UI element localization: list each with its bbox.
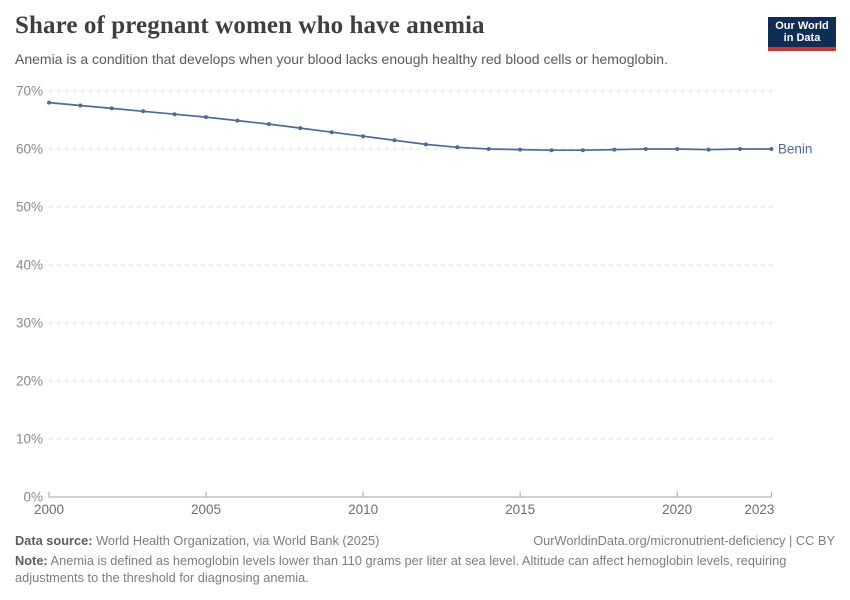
data-source-text: World Health Organization, via World Ban… [92, 533, 380, 548]
data-point [235, 118, 240, 123]
data-point [643, 147, 648, 151]
data-point [47, 100, 51, 105]
data-point [738, 147, 742, 151]
data-point [518, 147, 523, 152]
data-point [78, 103, 83, 108]
y-axis-tick-label: 70% [16, 84, 43, 99]
data-point [392, 138, 397, 143]
x-axis-tick-label: 2010 [348, 502, 378, 517]
series-end-label: Benin [778, 142, 813, 157]
x-axis-tick-label: 2000 [34, 502, 64, 517]
data-point [612, 147, 617, 152]
chart-footer: Data source: World Health Organization, … [15, 533, 835, 587]
data-line [48, 101, 773, 152]
owid-logo: Our World in Data [768, 17, 836, 51]
data-point [329, 130, 334, 135]
chart-note-label: Note: [15, 553, 48, 568]
data-point [549, 148, 554, 153]
owid-logo-line1: Our World [775, 20, 829, 32]
data-point [706, 147, 711, 152]
page-title: Share of pregnant women who have anemia [15, 12, 485, 39]
data-point [423, 142, 428, 147]
data-source: Data source: World Health Organization, … [15, 533, 379, 548]
y-axis-tick-label: 30% [16, 316, 43, 331]
line-chart-plot: 0% 10% 20% 30% 40% 50% 60% 70% 2000 2005 2010 2015 2… [16, 84, 813, 518]
x-axis-tick-label: 2015 [505, 502, 535, 517]
y-axis-tick-label: 40% [16, 258, 43, 273]
data-point [486, 147, 491, 151]
x-axis-tick-label: 2005 [191, 502, 221, 517]
data-point [298, 126, 303, 131]
y-axis-tick-label: 50% [16, 200, 43, 215]
data-source-label: Data source: [15, 533, 93, 548]
data-point [109, 106, 114, 111]
chart-subtitle: Anemia is a condition that develops when… [15, 51, 668, 67]
data-point [266, 122, 271, 127]
data-point [361, 134, 366, 139]
chart-note: Note: Anemia is defined as hemoglobin le… [15, 553, 797, 587]
y-axis-tick-label: 20% [16, 374, 43, 389]
data-point [769, 147, 774, 151]
data-point [172, 112, 177, 117]
y-axis-tick-label: 60% [16, 142, 43, 157]
y-axis-tick-label: 10% [16, 432, 43, 447]
x-axis-tick-label: 2023 [744, 502, 774, 517]
license-link[interactable]: OurWorldinData.org/micronutrient-deficie… [533, 533, 835, 548]
data-point [675, 147, 680, 151]
x-axis-tick-label: 2020 [662, 502, 692, 517]
data-point [204, 115, 208, 120]
data-point [580, 148, 585, 153]
data-point [141, 109, 146, 114]
data-point [455, 145, 460, 150]
chart-note-text: Anemia is defined as hemoglobin levels l… [15, 553, 787, 585]
owid-logo-line2: in Data [783, 32, 821, 44]
y-axis-tick-label: 0% [23, 490, 43, 505]
